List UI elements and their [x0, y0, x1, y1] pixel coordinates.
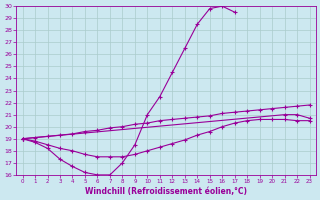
X-axis label: Windchill (Refroidissement éolien,°C): Windchill (Refroidissement éolien,°C): [85, 187, 247, 196]
